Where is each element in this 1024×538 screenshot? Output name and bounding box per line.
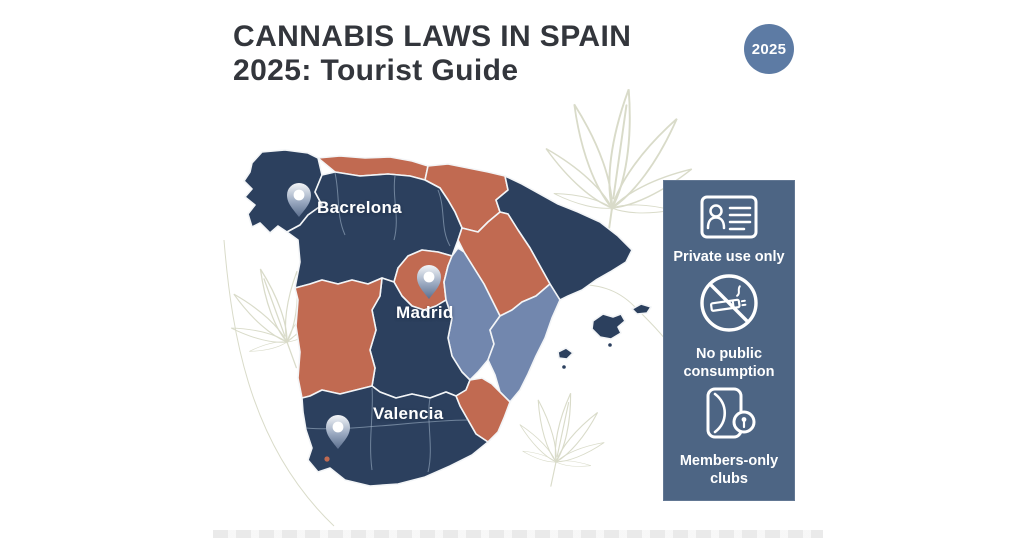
valencia-map-pin-icon bbox=[326, 415, 350, 449]
map-region-extremadura bbox=[294, 277, 383, 399]
legend-label-private-use: Private use only bbox=[673, 249, 785, 265]
madrid-map-pin-icon bbox=[417, 265, 441, 299]
members-club-icon bbox=[706, 387, 756, 439]
map-island-mallorca bbox=[591, 313, 626, 340]
legend-item-members-only: Members-only clubs bbox=[669, 385, 789, 488]
year-badge: 2025 bbox=[744, 24, 794, 74]
no-smoking-icon bbox=[700, 274, 758, 332]
map-island-menorca bbox=[631, 303, 652, 315]
map-cadiz-dot bbox=[324, 456, 330, 462]
map-region-andalusia bbox=[301, 385, 489, 487]
id-card-icon bbox=[700, 195, 758, 239]
page-title-line1: CANNABIS LAWS IN SPAIN bbox=[233, 20, 632, 53]
spain-regions-group bbox=[243, 149, 652, 487]
legend-label-members-only: Members-only clubs bbox=[679, 453, 779, 487]
city-label-barcelona: Bacrelona bbox=[317, 198, 402, 217]
legend-label-no-public-consumption: No public consumption bbox=[683, 346, 775, 380]
cannabis-leaf-icon bbox=[506, 383, 616, 497]
legend-item-no-public-consumption: No public consumption bbox=[669, 270, 789, 381]
page-title-line2: 2025: Tourist Guide bbox=[233, 54, 519, 87]
map-islet bbox=[562, 365, 566, 369]
map-pins-group bbox=[287, 183, 441, 449]
city-label-valencia: Valencia bbox=[373, 404, 444, 423]
province-border-lines bbox=[305, 172, 469, 473]
year-badge-label: 2025 bbox=[751, 40, 787, 58]
map-region-valencia-community bbox=[487, 283, 561, 403]
city-label-madrid: Madrid bbox=[396, 303, 454, 322]
barcelona-map-pin-icon bbox=[287, 183, 311, 217]
cropped-footer-strip bbox=[213, 530, 823, 538]
leaf-stem-swoosh bbox=[223, 239, 335, 527]
rules-legend-panel: Private use only No public consumption bbox=[663, 180, 795, 501]
legend-item-private-use: Private use only bbox=[673, 195, 785, 266]
map-islet bbox=[608, 343, 612, 347]
map-island-ibiza bbox=[557, 347, 574, 360]
page-title: CANNABIS LAWS IN SPAIN 2025: Tourist Gui… bbox=[233, 20, 631, 88]
